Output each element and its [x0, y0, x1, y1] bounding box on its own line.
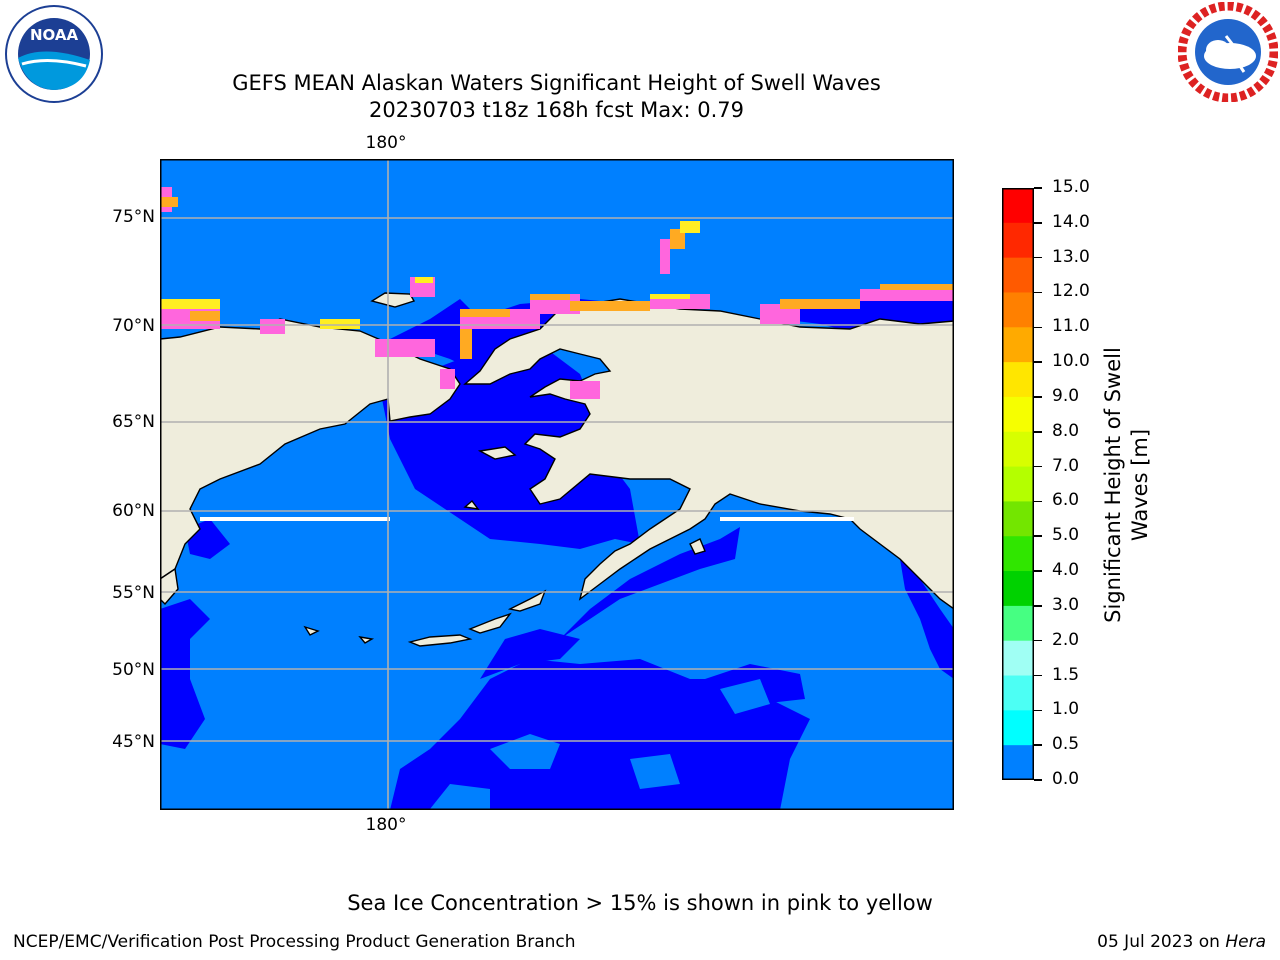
colorbar-segment [1002, 327, 1034, 363]
colorbar-tick-mark [1034, 570, 1042, 572]
colorbar-tick-mark [1034, 326, 1042, 329]
colorbar-tick-label: 12.0 [1052, 281, 1090, 302]
sea-ice [160, 187, 954, 399]
host-name: Hera [1225, 932, 1266, 952]
colorbar-tick-label: 10.0 [1052, 351, 1090, 372]
colorbar-segment [1002, 605, 1034, 642]
colorbar-tick-mark [1034, 256, 1042, 259]
generation-date-text: 05 Jul 2023 on [1097, 932, 1226, 952]
colorbar-segment [1002, 675, 1034, 711]
colorbar-tick-mark [1034, 222, 1042, 224]
colorbar-tick-label: 1.0 [1052, 699, 1080, 720]
colorbar-segment [1002, 257, 1034, 293]
graticule [160, 159, 954, 810]
colorbar-label: Significant Height of Swell Waves [m] [1100, 285, 1156, 685]
colorbar-tick-mark [1034, 639, 1042, 642]
colorbar-segment [1002, 640, 1034, 677]
lon-label-top: 180° [365, 133, 407, 153]
lat-label: 65°N [112, 412, 155, 432]
sea-ice-note: Sea Ice Concentration > 15% is shown in … [347, 891, 933, 915]
colorbar-tick-label: 5.0 [1052, 525, 1080, 546]
lat-label: 50°N [112, 660, 155, 680]
lat-label: 55°N [112, 583, 155, 603]
colorbar-tick-label: 6.0 [1052, 490, 1080, 511]
colorbar-segment [1002, 188, 1034, 224]
colorbar-tick-mark [1034, 500, 1042, 503]
map-panel [159, 159, 955, 810]
colorbar-tick-mark [1034, 605, 1042, 607]
colorbar-tick-label: 15.0 [1052, 177, 1090, 197]
lat-label: 75°N [112, 207, 155, 227]
colorbar-tick-label: 11.0 [1052, 316, 1090, 337]
generation-date: 05 Jul 2023 on Hera [1097, 932, 1266, 952]
colorbar-tick-label: 9.0 [1052, 385, 1080, 406]
swell-mid-patches [430, 679, 770, 810]
colorbar-tick-mark [1034, 674, 1042, 677]
noaa-logo-text: NOAA [30, 26, 79, 44]
colorbar-label-line1: Significant Height of Swell [1101, 347, 1125, 623]
colorbar-tick-mark [1034, 465, 1042, 468]
colorbar-tick-mark [1034, 744, 1042, 746]
colorbar-tick-label: 14.0 [1052, 211, 1090, 232]
colorbar-tick-mark [1034, 396, 1042, 398]
nws-logo [1177, 1, 1279, 103]
colorbar-tick-mark [1034, 291, 1042, 294]
colorbar-tick-mark [1034, 535, 1042, 537]
colorbar [1002, 188, 1034, 781]
colorbar-tick-label: 0.5 [1052, 734, 1080, 755]
lon-label-bottom: 180° [365, 815, 407, 835]
colorbar-segment [1002, 396, 1034, 433]
colorbar-tick-mark [1034, 187, 1042, 189]
colorbar-tick-label: 8.0 [1052, 420, 1080, 441]
map-title: GEFS MEAN Alaskan Waters Significant Hei… [232, 71, 881, 95]
colorbar-segment [1002, 536, 1034, 572]
colorbar-tick-label: 0.0 [1052, 769, 1080, 789]
colorbar-tick-mark [1034, 431, 1042, 433]
colorbar-segment [1002, 431, 1034, 468]
colorbar-segment [1002, 292, 1034, 328]
colorbar-tick-label: 1.5 [1052, 664, 1080, 685]
colorbar-segment [1002, 710, 1034, 746]
colorbar-segment [1002, 571, 1034, 607]
noaa-logo: NOAA [4, 4, 104, 104]
land [159, 292, 955, 647]
colorbar-tick-mark [1034, 361, 1042, 363]
colorbar-label-line2: Waves [m] [1128, 428, 1152, 542]
colorbar-tick-label: 3.0 [1052, 594, 1080, 615]
producer-credit: NCEP/EMC/Verification Post Processing Pr… [13, 932, 576, 952]
map-svg [159, 159, 955, 810]
colorbar-tick-label: 13.0 [1052, 246, 1090, 267]
lat-label: 45°N [112, 732, 155, 752]
colorbar-segment [1002, 745, 1034, 781]
colorbar-segment [1002, 466, 1034, 502]
colorbar-tick-mark [1034, 709, 1042, 712]
colorbar-tick-label: 4.0 [1052, 560, 1080, 581]
map-subtitle: 20230703 t18z 168h fcst Max: 0.79 [369, 98, 744, 122]
colorbar-segment [1002, 362, 1034, 398]
colorbar-tick-label: 7.0 [1052, 455, 1080, 476]
colorbar-svg [1002, 188, 1034, 781]
colorbar-segment [1002, 501, 1034, 537]
colorbar-segment [1002, 222, 1034, 259]
lat-label: 70°N [112, 316, 155, 336]
lat-label: 60°N [112, 501, 155, 521]
colorbar-tick-label: 2.0 [1052, 629, 1080, 650]
colorbar-tick-mark [1034, 779, 1042, 781]
